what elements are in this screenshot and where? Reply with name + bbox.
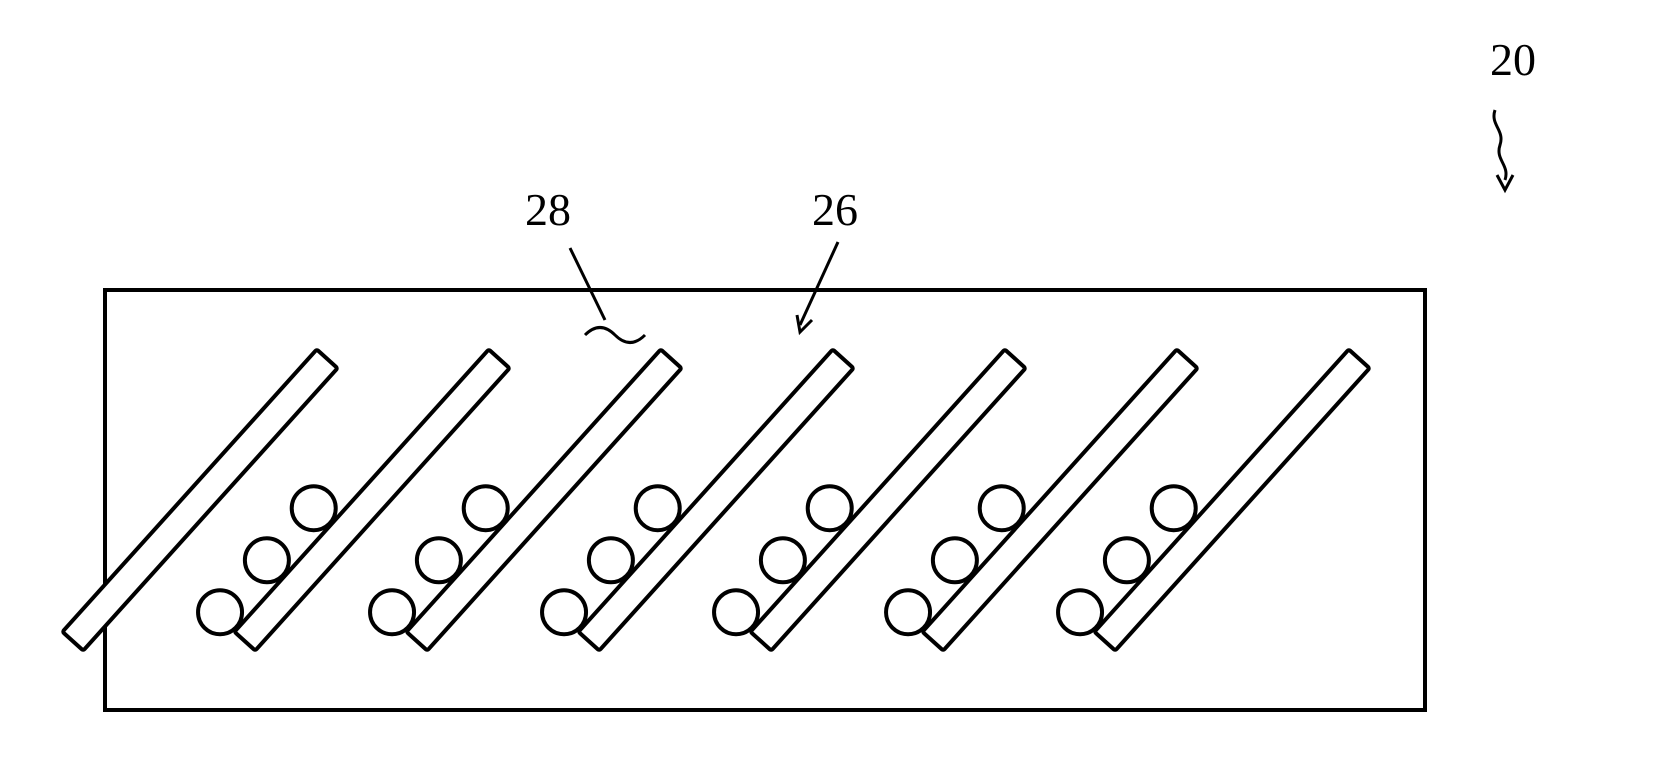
pattern-circle xyxy=(1105,538,1149,582)
pattern-circle xyxy=(886,590,930,634)
pattern-circle xyxy=(980,486,1024,530)
pattern-circle xyxy=(198,590,242,634)
figure-label-text: 20 xyxy=(1490,34,1536,85)
pattern-circle xyxy=(808,486,852,530)
pattern-circle xyxy=(417,538,461,582)
callout-label-28: 28 xyxy=(525,184,571,235)
pattern-circle xyxy=(1058,590,1102,634)
pattern-group xyxy=(62,349,1369,650)
pattern-circle xyxy=(542,590,586,634)
callout-brace xyxy=(585,328,645,343)
pattern-circle xyxy=(589,538,633,582)
pattern-circle xyxy=(714,590,758,634)
pattern-circle xyxy=(636,486,680,530)
pattern-circle xyxy=(933,538,977,582)
callout-26: 26 xyxy=(797,184,858,332)
figure-label-20: 20 xyxy=(1490,34,1536,190)
pattern-circle xyxy=(292,486,336,530)
pattern-circle xyxy=(1152,486,1196,530)
callout-label-26: 26 xyxy=(812,184,858,235)
pattern-circle xyxy=(370,590,414,634)
pattern-circle xyxy=(761,538,805,582)
callout-line xyxy=(570,248,605,320)
callout-28: 28 xyxy=(525,184,645,343)
callout-line xyxy=(800,242,838,325)
pattern-circle xyxy=(245,538,289,582)
pattern-circle xyxy=(464,486,508,530)
figure-label-squiggle xyxy=(1494,110,1506,180)
